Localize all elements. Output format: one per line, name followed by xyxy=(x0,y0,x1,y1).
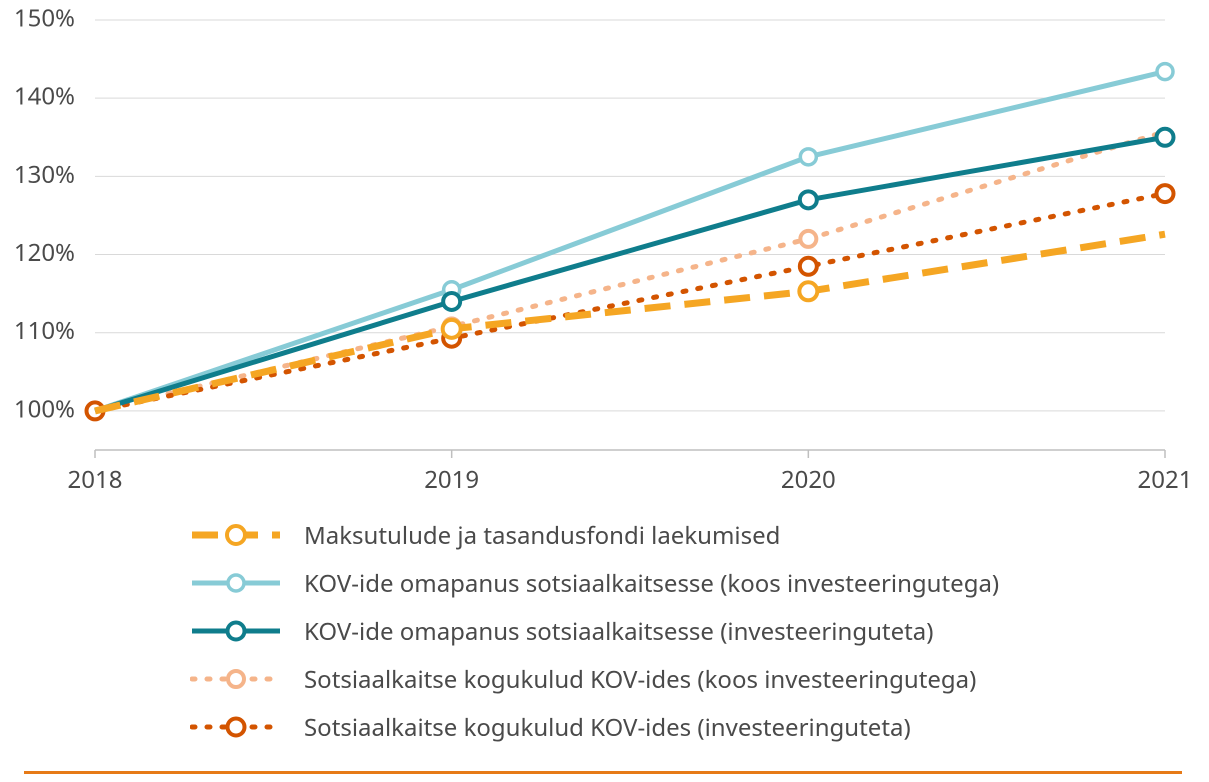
series-marker-maksutulud xyxy=(443,320,461,338)
legend-label: Sotsiaalkaitse kogukulud KOV-ides (koos … xyxy=(304,663,976,696)
x-tick-label: 2021 xyxy=(1138,463,1193,496)
y-tick-label: 120% xyxy=(14,236,75,269)
series-kov_ilma xyxy=(95,137,1165,411)
x-tick-label: 2019 xyxy=(424,463,479,496)
legend-item-sots_ilma: Sotsiaalkaitse kogukulud KOV-ides (inves… xyxy=(190,707,911,747)
legend-label: Sotsiaalkaitse kogukulud KOV-ides (inves… xyxy=(304,711,911,744)
x-tick-label: 2020 xyxy=(781,463,836,496)
legend-label: KOV-ide omapanus sotsiaalkaitsesse (inve… xyxy=(304,615,933,648)
series-marker-sots_ilma xyxy=(800,258,817,275)
legend-item-sots_koos: Sotsiaalkaitse kogukulud KOV-ides (koos … xyxy=(190,659,976,699)
legend-swatch xyxy=(190,563,282,603)
legend-item-kov_ilma: KOV-ide omapanus sotsiaalkaitsesse (inve… xyxy=(190,611,933,651)
series-marker-kov_koos xyxy=(800,149,816,165)
series-marker-sots_ilma xyxy=(1157,185,1174,202)
chart-container: 100% 110% 120% 130% 140% 150% 2018 2019 2020 2021… xyxy=(0,0,1209,782)
legend-swatch xyxy=(190,515,282,555)
y-tick-label: 110% xyxy=(14,314,75,347)
series-maksutulud xyxy=(95,234,1165,411)
y-tick-label: 130% xyxy=(14,158,75,191)
series-marker-kov_koos xyxy=(1157,64,1173,80)
legend-swatch xyxy=(190,707,282,747)
series-marker-kov_ilma xyxy=(800,191,817,208)
series-marker-maksutulud xyxy=(799,282,817,300)
series-sots_koos xyxy=(95,132,1165,411)
y-tick-label: 140% xyxy=(14,80,75,113)
series-marker-kov_ilma xyxy=(443,293,460,310)
legend-label: KOV-ide omapanus sotsiaalkaitsesse (koos… xyxy=(304,567,999,600)
series-marker-sots_koos xyxy=(800,231,816,247)
legend-label: Maksutulude ja tasandusfondi laekumised xyxy=(304,519,780,552)
legend-item-maksutulud: Maksutulude ja tasandusfondi laekumised xyxy=(190,515,780,555)
series-marker-kov_ilma xyxy=(1157,129,1174,146)
footer-rule xyxy=(24,771,1182,774)
y-tick-label: 100% xyxy=(14,392,75,425)
series-sots_ilma xyxy=(95,194,1165,411)
legend-swatch xyxy=(190,611,282,651)
x-tick-label: 2018 xyxy=(68,463,123,496)
legend-item-kov_koos: KOV-ide omapanus sotsiaalkaitsesse (koos… xyxy=(190,563,999,603)
legend-swatch xyxy=(190,659,282,699)
y-tick-label: 150% xyxy=(14,1,75,34)
